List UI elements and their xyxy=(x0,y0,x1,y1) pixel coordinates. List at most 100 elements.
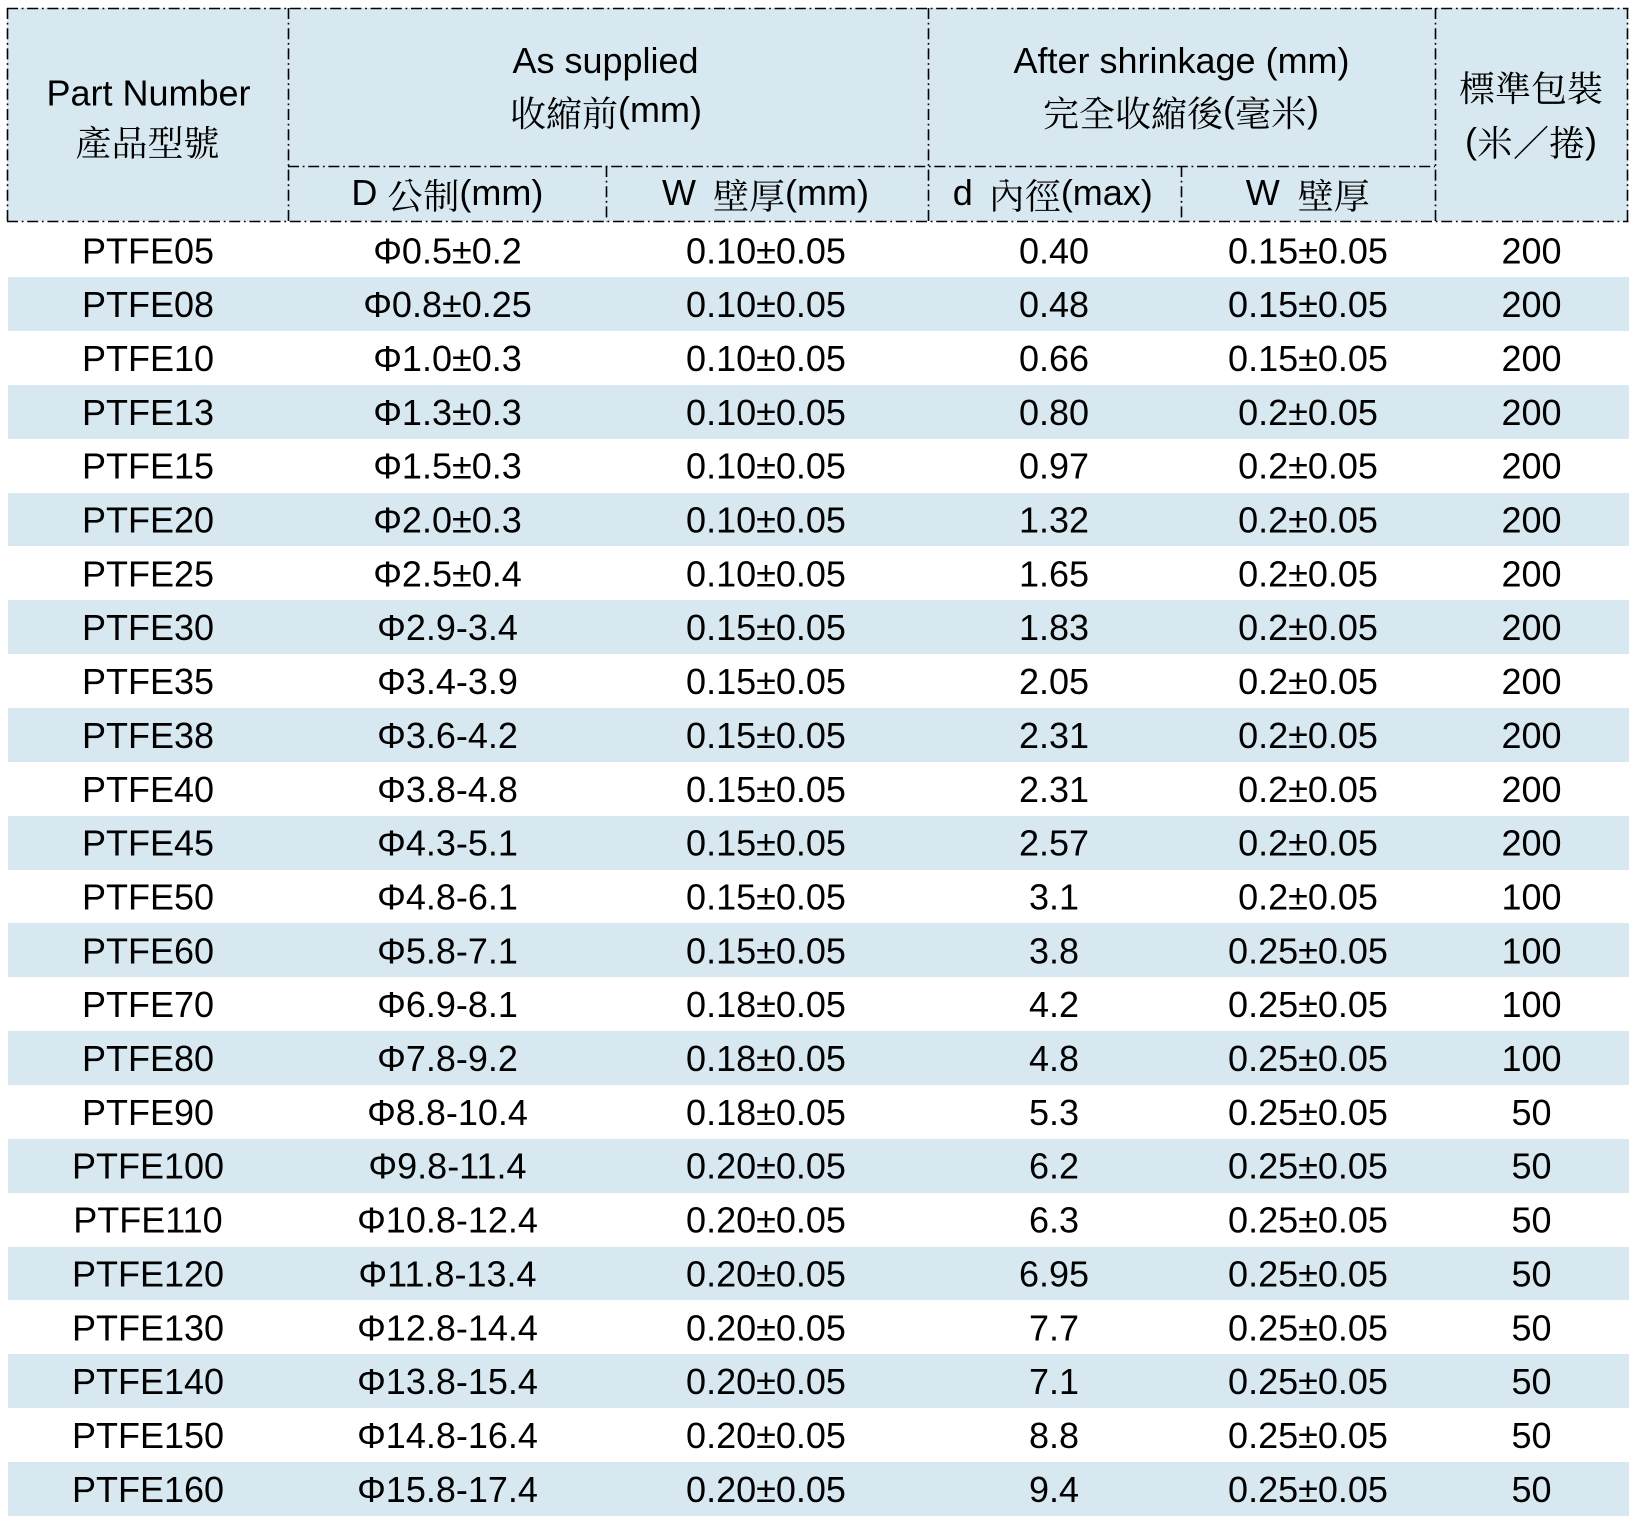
svg-text:0.20±0.05: 0.20±0.05 xyxy=(686,1361,846,1402)
svg-text:0.10±0.05: 0.10±0.05 xyxy=(686,284,846,325)
svg-text:200: 200 xyxy=(1501,338,1561,379)
svg-text:Φ3.6-4.2: Φ3.6-4.2 xyxy=(377,715,518,756)
svg-text:0.2±0.05: 0.2±0.05 xyxy=(1238,876,1378,917)
svg-text:Φ0.8±0.25: Φ0.8±0.25 xyxy=(363,284,532,325)
svg-text:(mm): (mm) xyxy=(618,89,702,130)
svg-text:Φ2.9-3.4: Φ2.9-3.4 xyxy=(377,607,518,648)
svg-text:0.2±0.05: 0.2±0.05 xyxy=(1238,769,1378,810)
svg-text:0.18±0.05: 0.18±0.05 xyxy=(686,1038,846,1079)
svg-text:PTFE38: PTFE38 xyxy=(82,715,214,756)
svg-text:0.20±0.05: 0.20±0.05 xyxy=(686,1146,846,1187)
svg-text:0.25±0.05: 0.25±0.05 xyxy=(1228,1200,1388,1241)
svg-text:200: 200 xyxy=(1501,769,1561,810)
svg-text:3.1: 3.1 xyxy=(1029,876,1079,917)
svg-text:Φ1.5±0.3: Φ1.5±0.3 xyxy=(373,446,522,487)
svg-text:0.15±0.05: 0.15±0.05 xyxy=(686,607,846,648)
svg-text:PTFE70: PTFE70 xyxy=(82,984,214,1025)
svg-text:0.15±0.05: 0.15±0.05 xyxy=(686,769,846,810)
svg-text:50: 50 xyxy=(1511,1092,1551,1133)
svg-text:200: 200 xyxy=(1501,284,1561,325)
svg-text:0.10±0.05: 0.10±0.05 xyxy=(686,446,846,487)
svg-text:6.95: 6.95 xyxy=(1019,1253,1089,1294)
svg-text:PTFE30: PTFE30 xyxy=(82,607,214,648)
svg-text:): ) xyxy=(1585,120,1597,161)
svg-text:6.3: 6.3 xyxy=(1029,1200,1079,1241)
svg-text:0.2±0.05: 0.2±0.05 xyxy=(1238,500,1378,541)
svg-text:PTFE35: PTFE35 xyxy=(82,661,214,702)
svg-text:0.25±0.05: 0.25±0.05 xyxy=(1228,930,1388,971)
svg-text:0.2±0.05: 0.2±0.05 xyxy=(1238,661,1378,702)
svg-text:0.25±0.05: 0.25±0.05 xyxy=(1228,1146,1388,1187)
svg-text:0.15±0.05: 0.15±0.05 xyxy=(1228,230,1388,271)
svg-text:0.25±0.05: 0.25±0.05 xyxy=(1228,1361,1388,1402)
svg-text:50: 50 xyxy=(1511,1415,1551,1456)
svg-text:W: W xyxy=(662,172,696,213)
svg-text:0.66: 0.66 xyxy=(1019,338,1089,379)
svg-text:PTFE15: PTFE15 xyxy=(82,446,214,487)
svg-text:Φ1.3±0.3: Φ1.3±0.3 xyxy=(373,392,522,433)
svg-text:PTFE25: PTFE25 xyxy=(82,553,214,594)
svg-text:Φ2.5±0.4: Φ2.5±0.4 xyxy=(373,553,522,594)
svg-text:0.2±0.05: 0.2±0.05 xyxy=(1238,446,1378,487)
svg-text:PTFE10: PTFE10 xyxy=(82,338,214,379)
svg-text:200: 200 xyxy=(1501,715,1561,756)
svg-text:0.97: 0.97 xyxy=(1019,446,1089,487)
svg-text:0.25±0.05: 0.25±0.05 xyxy=(1228,1092,1388,1133)
svg-text:0.2±0.05: 0.2±0.05 xyxy=(1238,607,1378,648)
svg-text:PTFE20: PTFE20 xyxy=(82,500,214,541)
svg-text:(: ( xyxy=(1465,120,1477,161)
svg-text:2.05: 2.05 xyxy=(1019,661,1089,702)
svg-text:9.4: 9.4 xyxy=(1029,1469,1079,1510)
svg-text:0.15±0.05: 0.15±0.05 xyxy=(686,715,846,756)
svg-text:0.25±0.05: 0.25±0.05 xyxy=(1228,1469,1388,1510)
svg-text:100: 100 xyxy=(1501,1038,1561,1079)
svg-text:PTFE40: PTFE40 xyxy=(82,769,214,810)
svg-text:0.15±0.05: 0.15±0.05 xyxy=(1228,284,1388,325)
svg-text:50: 50 xyxy=(1511,1200,1551,1241)
svg-text:100: 100 xyxy=(1501,984,1561,1025)
svg-text:1.32: 1.32 xyxy=(1019,500,1089,541)
svg-text:0.15±0.05: 0.15±0.05 xyxy=(686,930,846,971)
svg-text:5.3: 5.3 xyxy=(1029,1092,1079,1133)
svg-text:50: 50 xyxy=(1511,1307,1551,1348)
svg-text:Φ12.8-14.4: Φ12.8-14.4 xyxy=(357,1307,538,1348)
svg-text:1.65: 1.65 xyxy=(1019,553,1089,594)
svg-text:PTFE90: PTFE90 xyxy=(82,1092,214,1133)
svg-text:7.1: 7.1 xyxy=(1029,1361,1079,1402)
svg-text:Φ1.0±0.3: Φ1.0±0.3 xyxy=(373,338,522,379)
svg-text:Φ14.8-16.4: Φ14.8-16.4 xyxy=(357,1415,538,1456)
svg-text:0.25±0.05: 0.25±0.05 xyxy=(1228,1415,1388,1456)
svg-text:PTFE60: PTFE60 xyxy=(82,930,214,971)
svg-text:50: 50 xyxy=(1511,1469,1551,1510)
svg-text:200: 200 xyxy=(1501,392,1561,433)
svg-text:200: 200 xyxy=(1501,607,1561,648)
svg-text:0.18±0.05: 0.18±0.05 xyxy=(686,1092,846,1133)
svg-text:6.2: 6.2 xyxy=(1029,1146,1079,1187)
svg-text:0.20±0.05: 0.20±0.05 xyxy=(686,1469,846,1510)
svg-text:0.18±0.05: 0.18±0.05 xyxy=(686,984,846,1025)
svg-text:0.10±0.05: 0.10±0.05 xyxy=(686,500,846,541)
svg-text:0.10±0.05: 0.10±0.05 xyxy=(686,553,846,594)
svg-text:200: 200 xyxy=(1501,446,1561,487)
svg-text:Φ15.8-17.4: Φ15.8-17.4 xyxy=(357,1469,538,1510)
svg-text:0.25±0.05: 0.25±0.05 xyxy=(1228,1307,1388,1348)
svg-text:Part Number: Part Number xyxy=(46,72,250,113)
svg-text:W: W xyxy=(1246,172,1280,213)
svg-text:2.31: 2.31 xyxy=(1019,715,1089,756)
svg-text:PTFE130: PTFE130 xyxy=(72,1307,224,1348)
svg-text:Φ11.8-13.4: Φ11.8-13.4 xyxy=(358,1253,536,1294)
svg-text:0.15±0.05: 0.15±0.05 xyxy=(686,823,846,864)
svg-text:4.8: 4.8 xyxy=(1029,1038,1079,1079)
svg-text:D: D xyxy=(351,172,377,213)
svg-text:0.25±0.05: 0.25±0.05 xyxy=(1228,1038,1388,1079)
svg-text:(max): (max) xyxy=(1061,172,1153,213)
svg-text:200: 200 xyxy=(1501,661,1561,702)
svg-text:PTFE45: PTFE45 xyxy=(82,823,214,864)
svg-text:Φ8.8-10.4: Φ8.8-10.4 xyxy=(367,1092,528,1133)
svg-text:PTFE05: PTFE05 xyxy=(82,230,214,271)
svg-text:PTFE50: PTFE50 xyxy=(82,876,214,917)
svg-text:PTFE08: PTFE08 xyxy=(82,284,214,325)
svg-text:As supplied: As supplied xyxy=(512,40,698,81)
svg-text:Φ10.8-12.4: Φ10.8-12.4 xyxy=(357,1200,538,1241)
svg-text:200: 200 xyxy=(1501,500,1561,541)
